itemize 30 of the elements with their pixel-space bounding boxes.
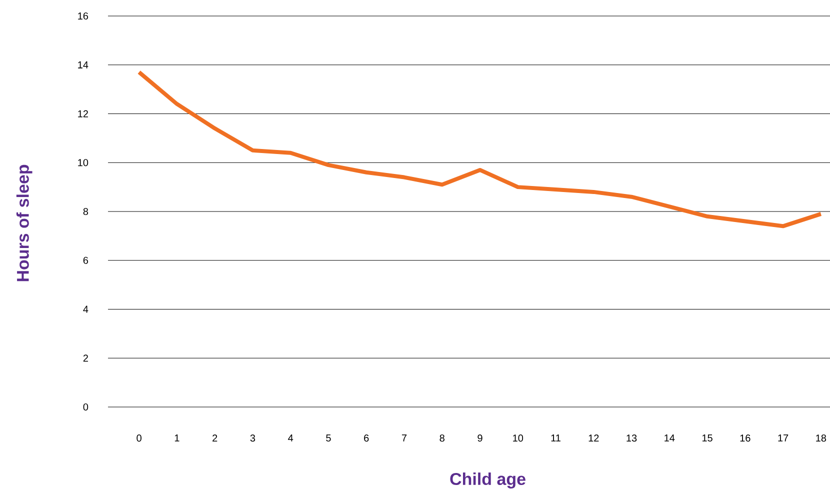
x-tick-label: 8 (440, 434, 444, 442)
x-tick-label: 4 (288, 434, 294, 442)
x-tick-label: 18 (816, 434, 826, 442)
x-tick-label: 13 (626, 434, 637, 442)
x-tick-label: 1 (174, 434, 180, 442)
x-tick-label: 6 (364, 434, 369, 442)
x-tick-label: 3 (250, 434, 256, 442)
x-tick-label: 5 (326, 434, 331, 442)
y-tick-label: 4 (83, 306, 88, 313)
x-tick-label: 14 (664, 434, 675, 442)
y-tick-label: 8 (83, 208, 88, 216)
x-tick-label: 0 (136, 434, 142, 442)
y-tick-label: 2 (83, 354, 88, 362)
x-tick-label: 12 (588, 434, 599, 442)
x-tick-label: 15 (702, 434, 712, 442)
x-tick-label: 10 (513, 434, 524, 442)
x-axis-title: Child age (450, 472, 526, 488)
y-tick-label: 14 (78, 61, 88, 68)
y-tick-label: 10 (78, 159, 88, 166)
x-tick-label: 7 (402, 434, 407, 442)
x-tick-label: 11 (551, 434, 560, 442)
y-tick-label: 16 (78, 12, 88, 20)
x-tick-label: 17 (778, 434, 788, 442)
x-tick-label: 2 (212, 434, 218, 442)
x-tick-label: 16 (740, 434, 750, 442)
y-axis-title: Hours of sleep (16, 164, 32, 282)
y-tick-label: 12 (78, 110, 88, 118)
y-tick-label: 0 (83, 403, 88, 411)
x-tick-label: 9 (478, 434, 482, 442)
y-tick-label: 6 (83, 256, 88, 264)
